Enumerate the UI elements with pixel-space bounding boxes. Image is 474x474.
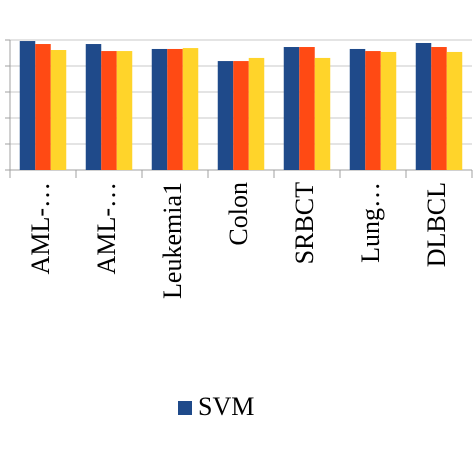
bar bbox=[314, 57, 331, 170]
bar bbox=[365, 51, 381, 170]
bar bbox=[431, 47, 447, 170]
bar bbox=[151, 48, 168, 170]
bar bbox=[349, 48, 366, 170]
bar bbox=[182, 48, 199, 171]
x-tick-label: Colon bbox=[224, 182, 253, 246]
bar bbox=[85, 44, 102, 170]
bar bbox=[283, 47, 300, 170]
bar bbox=[116, 51, 133, 170]
x-tick-label: AML-… bbox=[26, 182, 55, 274]
bar bbox=[233, 61, 249, 171]
legend-swatch bbox=[178, 401, 192, 415]
bar bbox=[35, 44, 51, 170]
bar bbox=[19, 41, 36, 170]
bar bbox=[415, 42, 432, 170]
x-tick-label: SRBCT bbox=[290, 182, 319, 264]
bar bbox=[299, 47, 315, 170]
x-tick-label: Lung… bbox=[356, 182, 385, 263]
bar bbox=[167, 48, 183, 170]
legend-label: SVM bbox=[198, 392, 254, 421]
bar bbox=[50, 50, 67, 171]
bar bbox=[217, 61, 234, 171]
bar bbox=[446, 51, 463, 170]
x-tick-label: Leukemia1 bbox=[158, 182, 187, 299]
x-tick-label: DLBCL bbox=[422, 182, 451, 267]
bar bbox=[101, 51, 117, 170]
bar bbox=[380, 51, 397, 170]
x-tick-label: AML-… bbox=[92, 182, 121, 274]
bar bbox=[248, 57, 265, 170]
